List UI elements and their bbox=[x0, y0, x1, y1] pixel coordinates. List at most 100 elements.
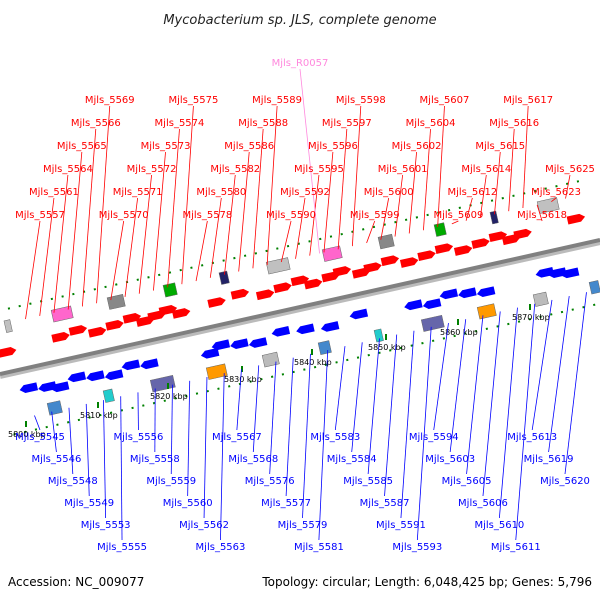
top-gene-label-mjls-5592[interactable]: Mjls_5592 bbox=[280, 187, 330, 198]
top-gene-label-mjls-5561[interactable]: Mjls_5561 bbox=[29, 187, 79, 198]
forward-gene-arrow bbox=[105, 320, 124, 331]
rna-gene-label-mjls-r0057[interactable]: Mjls_R0057 bbox=[272, 58, 329, 69]
top-gene-label-mjls-5578[interactable]: Mjls_5578 bbox=[182, 210, 232, 221]
top-gene-label-mjls-5574[interactable]: Mjls_5574 bbox=[155, 118, 205, 129]
top-gene-label-mjls-5609[interactable]: Mjls_5609 bbox=[433, 210, 483, 221]
bottom-gene-label-mjls-5560[interactable]: Mjls_5560 bbox=[163, 498, 213, 509]
bottom-gene-label-mjls-5594[interactable]: Mjls_5594 bbox=[409, 432, 459, 443]
top-gene-label-mjls-5615[interactable]: Mjls_5615 bbox=[475, 141, 525, 152]
forward-gene-arrow bbox=[399, 257, 419, 268]
leader-line bbox=[153, 151, 166, 291]
top-gene-label-mjls-5590[interactable]: Mjls_5590 bbox=[266, 210, 316, 221]
bottom-gene-label-mjls-5555[interactable]: Mjls_5555 bbox=[97, 542, 147, 553]
bottom-gene-label-mjls-5585[interactable]: Mjls_5585 bbox=[343, 476, 393, 487]
forward-gene-arrow bbox=[434, 243, 454, 254]
leader-line bbox=[508, 128, 515, 212]
top-gene-label-mjls-5598[interactable]: Mjls_5598 bbox=[336, 95, 386, 106]
top-gene-label-mjls-5565[interactable]: Mjls_5565 bbox=[57, 141, 107, 152]
leader-line bbox=[181, 105, 194, 285]
bottom-gene-label-mjls-5611[interactable]: Mjls_5611 bbox=[491, 542, 541, 553]
bottom-gene-label-mjls-5562[interactable]: Mjls_5562 bbox=[179, 520, 229, 531]
top-gene-label-mjls-5571[interactable]: Mjls_5571 bbox=[113, 187, 163, 198]
bottom-gene-label-mjls-5583[interactable]: Mjls_5583 bbox=[310, 432, 360, 443]
leader-line bbox=[96, 105, 111, 304]
leader-line bbox=[138, 174, 152, 294]
scale-tick-label: 5860 kbp bbox=[440, 328, 478, 337]
bottom-gene-label-mjls-5579[interactable]: Mjls_5579 bbox=[278, 520, 328, 531]
bottom-gene-label-mjls-5568[interactable]: Mjls_5568 bbox=[228, 454, 278, 465]
leader-line bbox=[25, 220, 41, 320]
bottom-gene-label-mjls-5556[interactable]: Mjls_5556 bbox=[114, 432, 164, 443]
top-gene-label-mjls-5599[interactable]: Mjls_5599 bbox=[350, 210, 400, 221]
bottom-gene-label-mjls-5619[interactable]: Mjls_5619 bbox=[524, 454, 574, 465]
bottom-gene-label-mjls-5559[interactable]: Mjls_5559 bbox=[146, 476, 196, 487]
top-gene-label-mjls-5575[interactable]: Mjls_5575 bbox=[168, 95, 218, 106]
bottom-gene-label-mjls-5546[interactable]: Mjls_5546 bbox=[31, 454, 81, 465]
feature-box bbox=[50, 305, 74, 323]
leader-line bbox=[416, 326, 432, 541]
feature-box bbox=[588, 280, 600, 295]
leader-line bbox=[85, 403, 90, 497]
bottom-gene-label-mjls-5620[interactable]: Mjls_5620 bbox=[540, 476, 590, 487]
feature-box bbox=[317, 340, 332, 355]
top-gene-label-mjls-5612[interactable]: Mjls_5612 bbox=[447, 187, 497, 198]
bottom-gene-label-mjls-5606[interactable]: Mjls_5606 bbox=[458, 498, 508, 509]
top-gene-label-mjls-5582[interactable]: Mjls_5582 bbox=[210, 164, 260, 175]
reverse-gene-arrow bbox=[349, 308, 369, 320]
top-gene-label-mjls-5570[interactable]: Mjls_5570 bbox=[99, 210, 149, 221]
top-gene-label-mjls-5616[interactable]: Mjls_5616 bbox=[489, 118, 539, 129]
top-gene-label-mjls-5580[interactable]: Mjls_5580 bbox=[196, 187, 246, 198]
leader-line bbox=[203, 376, 208, 519]
top-gene-label-mjls-5623[interactable]: Mjls_5623 bbox=[531, 187, 581, 198]
top-gene-label-mjls-5572[interactable]: Mjls_5572 bbox=[127, 164, 177, 175]
bottom-gene-label-mjls-5548[interactable]: Mjls_5548 bbox=[48, 476, 98, 487]
bottom-gene-label-mjls-5610[interactable]: Mjls_5610 bbox=[474, 520, 524, 531]
bottom-gene-label-mjls-5591[interactable]: Mjls_5591 bbox=[376, 520, 426, 531]
forward-gene-arrow bbox=[513, 228, 532, 240]
top-gene-label-mjls-5614[interactable]: Mjls_5614 bbox=[461, 164, 511, 175]
leader-line bbox=[67, 151, 83, 310]
reverse-gene-arrow bbox=[50, 381, 70, 393]
bottom-gene-label-mjls-5567[interactable]: Mjls_5567 bbox=[212, 432, 262, 443]
forward-gene-arrow bbox=[273, 282, 292, 294]
bottom-gene-label-mjls-5558[interactable]: Mjls_5558 bbox=[130, 454, 180, 465]
top-gene-label-mjls-5601[interactable]: Mjls_5601 bbox=[378, 164, 428, 175]
top-gene-label-mjls-5569[interactable]: Mjls_5569 bbox=[85, 95, 135, 106]
bottom-gene-label-mjls-5549[interactable]: Mjls_5549 bbox=[64, 498, 114, 509]
bottom-gene-label-mjls-5581[interactable]: Mjls_5581 bbox=[294, 542, 344, 553]
top-gene-label-mjls-5596[interactable]: Mjls_5596 bbox=[308, 141, 358, 152]
top-gene-label-mjls-5589[interactable]: Mjls_5589 bbox=[252, 95, 302, 106]
bottom-gene-label-mjls-5587[interactable]: Mjls_5587 bbox=[360, 498, 410, 509]
top-gene-label-mjls-5557[interactable]: Mjls_5557 bbox=[15, 210, 65, 221]
forward-gene-arrow bbox=[87, 326, 107, 338]
bottom-gene-label-mjls-5553[interactable]: Mjls_5553 bbox=[81, 520, 131, 531]
bottom-gene-label-mjls-5584[interactable]: Mjls_5584 bbox=[327, 454, 377, 465]
top-gene-label-mjls-5566[interactable]: Mjls_5566 bbox=[71, 118, 121, 129]
feature-box bbox=[420, 314, 445, 332]
bottom-gene-label-mjls-5613[interactable]: Mjls_5613 bbox=[507, 432, 557, 443]
top-gene-label-mjls-5600[interactable]: Mjls_5600 bbox=[364, 187, 414, 198]
top-gene-label-mjls-5588[interactable]: Mjls_5588 bbox=[238, 118, 288, 129]
top-gene-label-mjls-5597[interactable]: Mjls_5597 bbox=[322, 118, 372, 129]
top-gene-label-mjls-5564[interactable]: Mjls_5564 bbox=[43, 164, 93, 175]
bottom-gene-label-mjls-5545[interactable]: Mjls_5545 bbox=[15, 432, 65, 443]
top-gene-label-mjls-5602[interactable]: Mjls_5602 bbox=[392, 141, 442, 152]
top-gene-label-mjls-5586[interactable]: Mjls_5586 bbox=[224, 141, 274, 152]
top-gene-label-mjls-5607[interactable]: Mjls_5607 bbox=[420, 95, 470, 106]
bottom-gene-label-mjls-5603[interactable]: Mjls_5603 bbox=[425, 454, 475, 465]
leader-line bbox=[531, 299, 553, 431]
top-gene-label-mjls-5625[interactable]: Mjls_5625 bbox=[545, 164, 595, 175]
reverse-gene-arrow bbox=[19, 382, 39, 393]
top-gene-label-mjls-5573[interactable]: Mjls_5573 bbox=[141, 141, 191, 152]
bottom-gene-label-mjls-5577[interactable]: Mjls_5577 bbox=[261, 498, 311, 509]
bottom-gene-label-mjls-5593[interactable]: Mjls_5593 bbox=[392, 542, 442, 553]
bottom-gene-label-mjls-5576[interactable]: Mjls_5576 bbox=[245, 476, 295, 487]
top-gene-label-mjls-5618[interactable]: Mjls_5618 bbox=[517, 210, 567, 221]
bottom-gene-label-mjls-5605[interactable]: Mjls_5605 bbox=[442, 476, 492, 487]
top-gene-label-mjls-5617[interactable]: Mjls_5617 bbox=[503, 95, 553, 106]
bottom-gene-label-mjls-5563[interactable]: Mjls_5563 bbox=[196, 542, 246, 553]
leader-line bbox=[51, 411, 57, 453]
top-gene-label-mjls-5604[interactable]: Mjls_5604 bbox=[406, 118, 456, 129]
top-gene-label-mjls-5595[interactable]: Mjls_5595 bbox=[294, 164, 344, 175]
